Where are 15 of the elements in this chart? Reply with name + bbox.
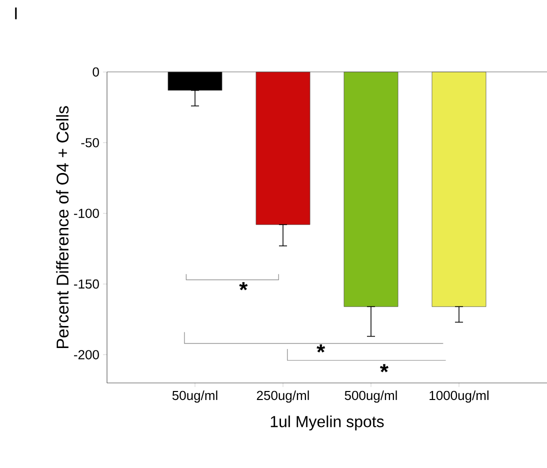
y-axis-title: Percent Difference of O4 + Cells — [56, 106, 69, 348]
x-tick-label: 250ug/ml — [256, 390, 309, 403]
annotation: * — [380, 364, 388, 372]
x-tick-label: 500ug/ml — [344, 390, 397, 403]
y-tick-label: 0 — [92, 67, 99, 77]
annotation: * — [239, 282, 248, 290]
x-tick-label: 1000ug/ml — [430, 390, 488, 403]
y-tick-label: -100 — [74, 208, 99, 218]
chart-title: I — [15, 8, 17, 20]
x-axis-title: 1ul Myelin spots — [270, 416, 384, 430]
x-tick-label: 50ug/ml — [172, 390, 218, 403]
y-tick-label: -50 — [81, 138, 99, 148]
y-tick-label: -200 — [74, 350, 99, 360]
annotation: * — [316, 344, 326, 353]
y-tick-label: -150 — [74, 279, 99, 289]
